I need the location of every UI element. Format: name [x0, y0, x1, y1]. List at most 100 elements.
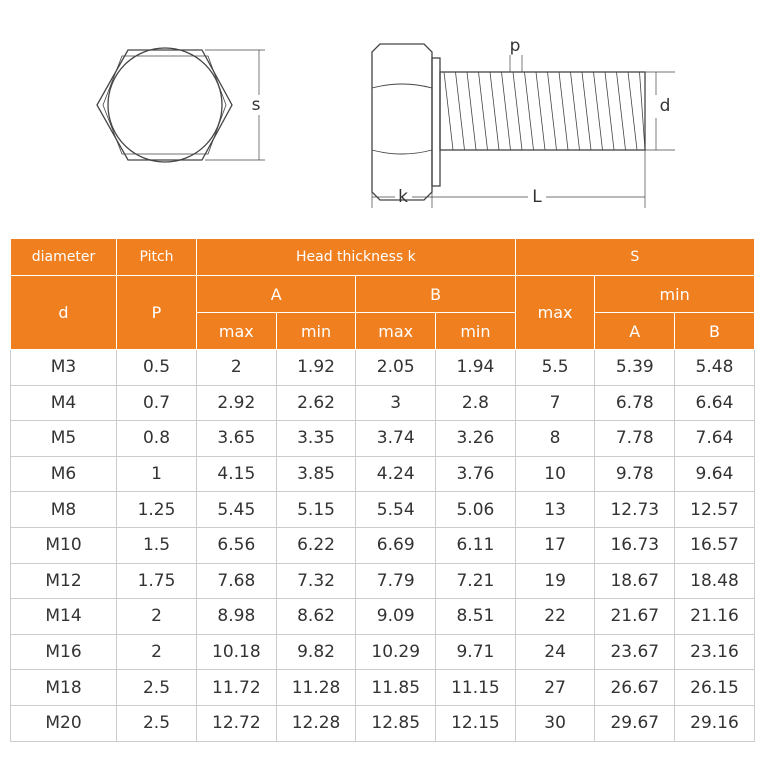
table-cell: 5.06 [435, 491, 516, 528]
thread-line [604, 71, 615, 151]
thread-line [639, 71, 646, 151]
table-cell: 10 [514, 455, 596, 493]
table-cell: 6.56 [196, 526, 277, 564]
table-cell: M8 [10, 491, 117, 528]
dim-label: s [252, 95, 261, 115]
table-cell: 21.67 [594, 598, 676, 635]
table-cell: M5 [10, 420, 117, 457]
table-cell: 8.98 [196, 598, 277, 635]
table-cell: 9.78 [594, 455, 676, 493]
table-cell: 27 [514, 669, 596, 706]
table-cell: 1.5 [116, 526, 197, 564]
table-cell: 2.8 [435, 384, 516, 422]
table-cell: 5.15 [275, 491, 357, 528]
table-cell: 2 [116, 598, 197, 635]
table-row: M16 2 10.18 9.82 10.29 9.71 24 23.67 23.16 [10, 633, 755, 671]
thread-line [616, 71, 626, 151]
header-cell: A [195, 275, 357, 313]
table-cell: M16 [10, 633, 117, 671]
table-cell: 10.29 [355, 633, 437, 671]
table-cell: 11.28 [275, 669, 357, 706]
table-cell: 18.48 [674, 562, 755, 600]
table-cell: 7.32 [275, 562, 357, 600]
table-cell: 17 [514, 526, 596, 564]
table-row: M18 2.5 11.72 11.28 11.85 11.15 27 26.67 26.15 [10, 669, 755, 706]
dim-label: L [532, 187, 542, 207]
table-cell: 3.85 [275, 455, 357, 493]
table-cell: 1.25 [116, 491, 197, 528]
header-cell: min [435, 312, 516, 350]
thread-line [489, 71, 500, 151]
table-cell: 22 [514, 598, 596, 635]
table-cell: 3.74 [355, 420, 437, 457]
table-cell: 1.92 [275, 349, 357, 386]
bearing-circle [107, 47, 223, 163]
table-cell: 16.57 [674, 526, 755, 564]
table-cell: 5.39 [594, 349, 676, 386]
table-cell: M12 [10, 562, 117, 600]
header-cell: d [10, 275, 117, 350]
head-faces [371, 83, 433, 155]
table-cell: 5.45 [196, 491, 277, 528]
header-cell: min [594, 275, 755, 313]
table-row: M10 1.5 6.56 6.22 6.69 6.11 17 16.73 16.57 [10, 526, 755, 564]
header-cell: S [514, 238, 755, 276]
table-cell: 5.48 [674, 349, 755, 386]
hex-inner [102, 55, 227, 155]
table-cell: 7.79 [355, 562, 437, 600]
table-cell: 6.69 [355, 526, 437, 564]
table-cell: 26.67 [594, 669, 676, 706]
table-cell: 7.64 [674, 420, 755, 457]
table-cell: 0.8 [116, 420, 197, 457]
header-cell: max [196, 312, 277, 350]
table-cell: 3.35 [275, 420, 357, 457]
table-cell: M20 [10, 704, 117, 742]
table-cell: M18 [10, 669, 117, 706]
table-cell: 0.7 [116, 384, 197, 422]
table-row: M12 1.75 7.68 7.32 7.79 7.21 19 18.67 18.48 [10, 562, 755, 600]
table-cell: 12.73 [594, 491, 676, 528]
table-cell: 12.28 [275, 704, 357, 742]
table-cell: 7.68 [196, 562, 277, 600]
table-cell: 13 [514, 491, 596, 528]
table-cell: 9.09 [355, 598, 437, 635]
table-cell: 10.18 [196, 633, 277, 671]
thread-line [547, 71, 557, 151]
table-cell: 2.05 [355, 349, 437, 386]
thread-line [570, 71, 580, 151]
thread-lines [443, 71, 646, 151]
table-cell: 21.16 [674, 598, 755, 635]
thread-line [627, 71, 638, 151]
table-cell: 12.85 [355, 704, 437, 742]
header-cell: min [275, 312, 357, 350]
header-cell: B [674, 312, 755, 350]
table-cell: 1.94 [435, 349, 516, 386]
thread-line [581, 71, 592, 151]
thread-line [478, 71, 488, 151]
table-cell: 0.5 [116, 349, 197, 386]
table-cell: 3.76 [435, 455, 516, 493]
table-cell: 11.72 [196, 669, 277, 706]
table-row: M3 0.5 2 1.92 2.05 1.94 5.5 5.39 5.48 [10, 349, 755, 386]
thread-line [535, 71, 546, 151]
header-cell: A [594, 312, 676, 350]
table-cell: 26.15 [674, 669, 755, 706]
header-cell: Pitch [116, 238, 197, 276]
table-cell: 7 [514, 384, 596, 422]
table-cell: 12.72 [196, 704, 277, 742]
table-cell: 1.75 [116, 562, 197, 600]
table-cell: 3 [355, 384, 437, 422]
table-cell: 23.16 [674, 633, 755, 671]
table-row: M5 0.8 3.65 3.35 3.74 3.26 8 7.78 7.64 [10, 420, 755, 457]
table-cell: 2.5 [116, 704, 197, 742]
table-cell: 3.26 [435, 420, 516, 457]
header-cell: Head thickness k [196, 238, 516, 276]
table-cell: 2 [196, 349, 277, 386]
table-cell: 4.15 [196, 455, 277, 493]
table-cell: 6.64 [674, 384, 755, 422]
table-cell: 16.73 [594, 526, 676, 564]
washer-face [431, 57, 441, 187]
header-cell: max [514, 275, 596, 350]
table-cell: 5.54 [355, 491, 437, 528]
thread-line [558, 71, 569, 151]
